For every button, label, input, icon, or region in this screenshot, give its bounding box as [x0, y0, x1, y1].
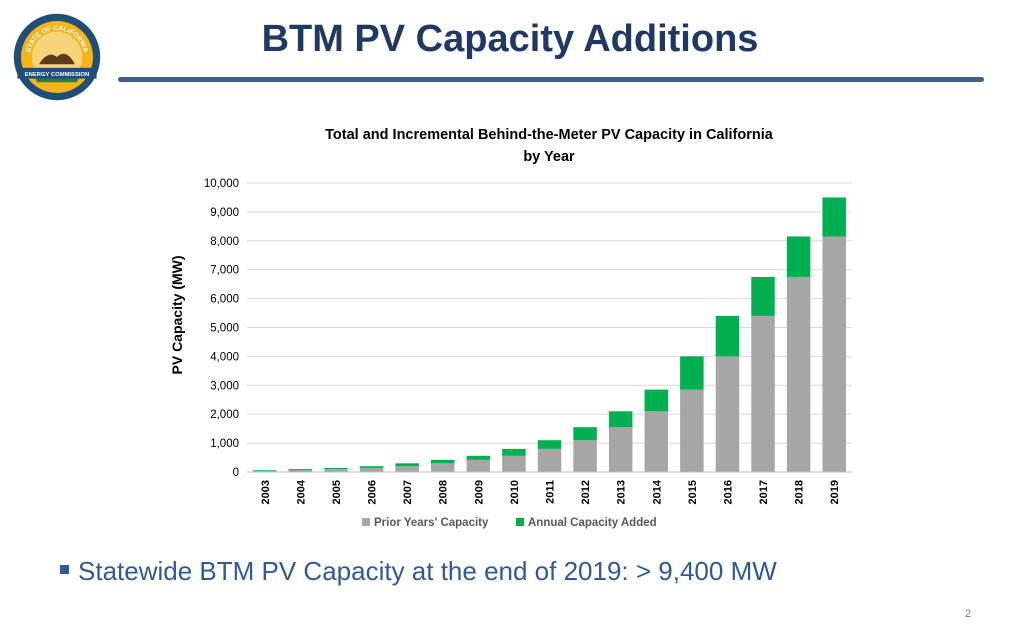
bar-added-2011 — [537, 440, 562, 449]
y-tick-label: 5,000 — [210, 323, 239, 335]
y-tick-label: 7,000 — [210, 265, 239, 277]
slide-title: BTM PV Capacity Additions — [261, 18, 759, 60]
x-tick-label: 2019 — [829, 480, 841, 504]
bar-added-2015 — [680, 356, 704, 390]
bar-added-2019 — [822, 197, 846, 237]
y-tick-label: 2,000 — [210, 409, 239, 421]
bar-added-2012 — [573, 427, 597, 441]
x-tick-label: 2009 — [473, 480, 485, 504]
bar-prior-2008 — [430, 463, 455, 472]
bar-added-2018 — [786, 236, 811, 277]
x-tick-label: 2014 — [651, 479, 663, 504]
bar-prior-2015 — [680, 389, 704, 472]
y-tick-label: 6,000 — [210, 294, 239, 306]
bar-added-2004 — [288, 469, 313, 471]
y-tick-label: 9,000 — [210, 207, 239, 219]
y-tick-label: 4,000 — [210, 351, 239, 363]
bar-added-2007 — [395, 463, 419, 467]
bar-added-2016 — [715, 315, 740, 357]
x-tick-label: 2008 — [438, 480, 450, 504]
bar-added-2013 — [608, 411, 633, 428]
x-tick-label: 2012 — [580, 480, 592, 504]
bar-added-2003 — [253, 470, 277, 472]
y-tick-label: 0 — [233, 467, 239, 479]
x-tick-label: 2004 — [295, 479, 307, 504]
legend-label-prior: Prior Years' Capacity — [374, 517, 489, 529]
y-axis-label: PV Capacity (MW) — [169, 255, 185, 374]
x-tick-label: 2011 — [545, 480, 557, 504]
chart-title-line2: by Year — [523, 149, 575, 165]
chart-title: Total and Incremental Behind-the-Meter P… — [325, 127, 774, 143]
bar-prior-2019 — [822, 236, 846, 472]
bullet-square-icon — [60, 565, 69, 574]
bar-prior-2017 — [751, 315, 775, 472]
x-tick-label: 2007 — [402, 480, 414, 504]
bar-prior-2016 — [715, 356, 740, 472]
bar-prior-2004 — [288, 470, 313, 472]
capacity-chart: Total and Incremental Behind-the-Meter P… — [169, 127, 852, 529]
bar-added-2008 — [430, 459, 455, 464]
bar-prior-2014 — [644, 411, 669, 472]
bar-prior-2006 — [359, 467, 384, 472]
legend-swatch-prior — [362, 518, 370, 526]
page-number: 2 — [965, 608, 972, 620]
bar-prior-2018 — [786, 276, 811, 472]
energy-commission-logo: STATE OF CALIFORNIA ENERGY COMMISSION — [13, 13, 101, 101]
bar-added-2010 — [502, 448, 526, 456]
legend-swatch-added — [516, 518, 524, 526]
y-tick-label: 8,000 — [210, 236, 239, 248]
logo-bottom-text: ENERGY COMMISSION — [25, 72, 90, 78]
x-tick-label: 2018 — [794, 480, 806, 504]
y-tick-label: 1,000 — [210, 438, 239, 450]
bar-added-2009 — [466, 455, 491, 460]
bar-prior-2010 — [502, 455, 526, 472]
y-tick-label: 10,000 — [204, 178, 239, 190]
bar-prior-2013 — [608, 427, 633, 472]
bullet-point: Statewide BTM PV Capacity at the end of … — [60, 556, 777, 587]
x-tick-label: 2006 — [367, 480, 379, 504]
x-tick-label: 2013 — [616, 480, 628, 504]
logo-banner — [17, 67, 97, 79]
bar-prior-2005 — [324, 469, 348, 472]
bar-prior-2011 — [537, 448, 562, 472]
x-tick-label: 2017 — [758, 480, 770, 504]
title-divider — [118, 77, 984, 82]
x-tick-label: 2016 — [722, 480, 734, 504]
x-tick-label: 2003 — [260, 480, 272, 504]
bar-added-2017 — [751, 276, 775, 316]
bullet-text: Statewide BTM PV Capacity at the end of … — [78, 556, 777, 586]
bar-prior-2007 — [395, 466, 419, 472]
x-tick-label: 2015 — [687, 480, 699, 504]
bar-prior-2009 — [466, 459, 491, 472]
x-tick-label: 2005 — [331, 480, 343, 504]
x-tick-label: 2010 — [509, 480, 521, 504]
y-tick-label: 3,000 — [210, 380, 239, 392]
bar-prior-2012 — [573, 440, 597, 472]
bear-icon — [39, 53, 75, 65]
bar-added-2006 — [359, 466, 384, 468]
bar-added-2014 — [644, 389, 669, 412]
legend-label-added: Annual Capacity Added — [528, 517, 657, 529]
bar-added-2005 — [324, 467, 348, 470]
